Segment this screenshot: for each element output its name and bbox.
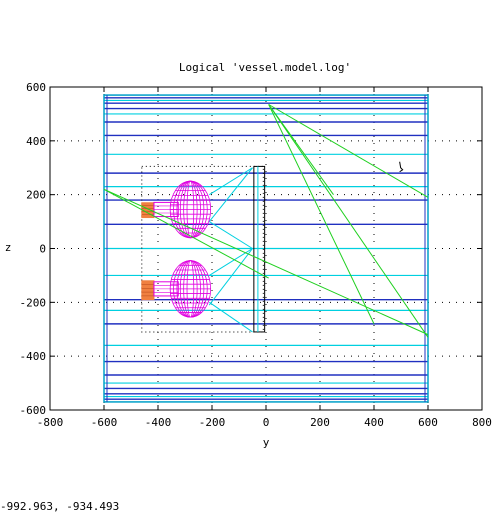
- vessel-outline: [103, 94, 429, 403]
- tick-label-x: 800: [472, 416, 492, 429]
- tick-label-x: 400: [364, 416, 384, 429]
- cyan-ray: [209, 301, 253, 333]
- inner-dotted-frame: [141, 165, 264, 333]
- green-ray: [268, 104, 429, 338]
- tick-label-x: 200: [310, 416, 330, 429]
- tick-label-y: -600: [20, 404, 47, 417]
- tick-label-y: -200: [20, 296, 47, 309]
- axis-ticks: -800 -600 -400 -200 0 200 400 600 800-600-400-20…: [20, 81, 492, 429]
- cyan-ray: [209, 221, 253, 249]
- pmt-bulb: [153, 260, 212, 318]
- coordinate-readout: -992.963, -934.493: [0, 500, 120, 513]
- inner-solid-frame: [253, 165, 266, 333]
- tick-label-x: 600: [418, 416, 438, 429]
- green-ray: [268, 104, 334, 195]
- tick-label-y: 600: [26, 81, 46, 94]
- green-ray: [263, 274, 269, 279]
- cyan-ray: [209, 167, 253, 196]
- cyan-ray: [208, 248, 253, 306]
- green-ray: [268, 104, 429, 198]
- green-ray: [268, 104, 375, 325]
- pmt-stub: [141, 280, 155, 301]
- tick-label-y: 200: [26, 189, 46, 202]
- x-axis-label: y: [263, 436, 270, 449]
- plot-title: Logical 'vessel.model.log': [179, 61, 351, 74]
- tick-label-x: -200: [199, 416, 226, 429]
- cyan-ray: [208, 167, 253, 222]
- tick-label-x: -600: [91, 416, 118, 429]
- plot-canvas[interactable]: Logical 'vessel.model.log' -800 -600 -400-…: [0, 0, 500, 500]
- y-axis-label: z: [5, 241, 12, 254]
- tick-label-x: -400: [145, 416, 172, 429]
- tick-label-y: -400: [20, 350, 47, 363]
- green-ray: [103, 188, 429, 336]
- tick-label-y: 0: [39, 243, 46, 256]
- tick-label-x: -800: [37, 416, 64, 429]
- vessel-geometry: [103, 94, 429, 403]
- pmt-bulb: [153, 180, 212, 239]
- green-ray: [103, 188, 264, 276]
- ray-marker: [399, 161, 404, 173]
- tick-label-y: 400: [26, 135, 46, 148]
- tick-label-x: 0: [263, 416, 270, 429]
